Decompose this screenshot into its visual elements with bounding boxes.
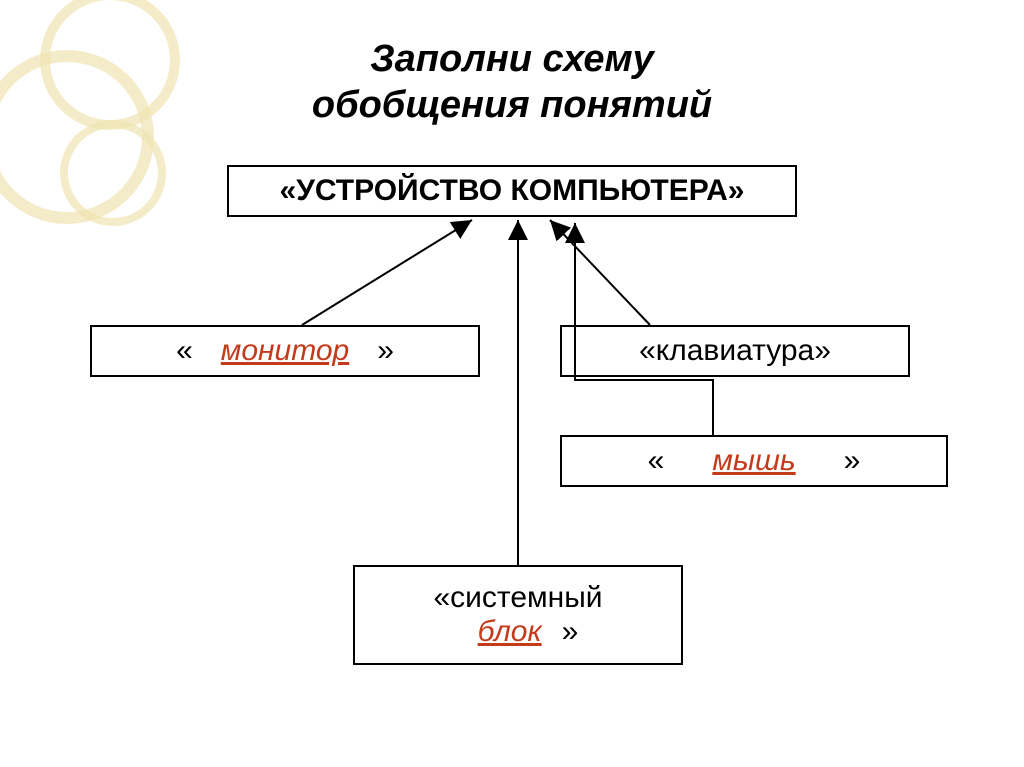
title-line-1: Заполни схему <box>0 38 1024 81</box>
arrow-monitor <box>302 220 472 325</box>
box-monitor-text: «монитор» <box>176 334 394 368</box>
box-keyboard-label: «клавиатура» <box>639 334 831 368</box>
box-monitor: «монитор» <box>90 325 480 377</box>
box-keyboard: «клавиатура» <box>560 325 910 377</box>
quote-close: » <box>377 334 394 367</box>
answer-system: блок <box>458 615 562 648</box>
answer-monitor: монитор <box>193 334 377 367</box>
box-top: «УСТРОЙСТВО КОМПЬЮТЕРА» <box>227 165 797 217</box>
quote-close: » <box>562 615 579 648</box>
box-system-line1: «системный <box>433 581 602 615</box>
box-mouse: «мышь» <box>560 435 948 487</box>
arrow-keyboard <box>550 220 650 325</box>
box-system-line2: блок» <box>458 615 579 649</box>
quote-open: « <box>176 334 193 367</box>
answer-mouse: мышь <box>664 444 843 477</box>
box-mouse-text: «мышь» <box>648 444 861 478</box>
quote-open: « <box>648 444 665 477</box>
quote-close: » <box>844 444 861 477</box>
box-system: «системный блок» <box>353 565 683 665</box>
decor-ring-3 <box>60 120 166 226</box>
box-top-label: «УСТРОЙСТВО КОМПЬЮТЕРА» <box>280 174 745 208</box>
title-line-2: обобщения понятий <box>0 84 1024 127</box>
